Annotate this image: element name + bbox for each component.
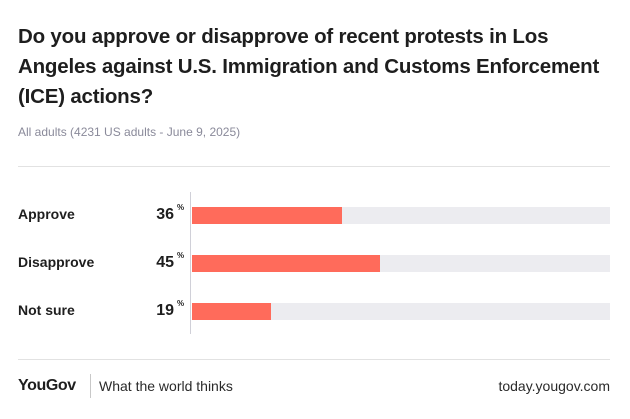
- percent-unit: %: [177, 251, 185, 260]
- category-label: Approve: [18, 206, 75, 222]
- category-label: Disapprove: [18, 254, 95, 270]
- footer-tagline: What the world thinks: [99, 378, 233, 394]
- bar-row: Disapprove 45%: [0, 251, 630, 276]
- chart-title: Do you approve or disapprove of recent p…: [18, 25, 600, 108]
- chart-subtitle: All adults (4231 US adults - June 9, 202…: [18, 125, 241, 139]
- data-label: 45: [156, 254, 174, 271]
- percent-unit: %: [177, 299, 185, 308]
- yougov-logo[interactable]: YouGov: [18, 377, 76, 394]
- footer-url-link[interactable]: today.yougov.com: [498, 378, 610, 394]
- top-divider: [18, 166, 610, 167]
- bar-row: Not sure 19%: [0, 299, 630, 324]
- bar-track: [192, 303, 610, 320]
- category-label: Not sure: [18, 302, 75, 318]
- bar-row: Approve 36%: [0, 203, 630, 228]
- bar: [192, 207, 343, 224]
- bar: [192, 303, 272, 320]
- axis-line: [190, 192, 191, 334]
- data-label: 19: [156, 302, 174, 319]
- percent-unit: %: [177, 203, 185, 212]
- bar-track: [192, 255, 610, 272]
- data-label: 36: [156, 206, 174, 223]
- bar-track: [192, 207, 610, 224]
- footer-divider: [90, 374, 91, 398]
- bottom-divider: [18, 359, 610, 360]
- bar: [192, 255, 381, 272]
